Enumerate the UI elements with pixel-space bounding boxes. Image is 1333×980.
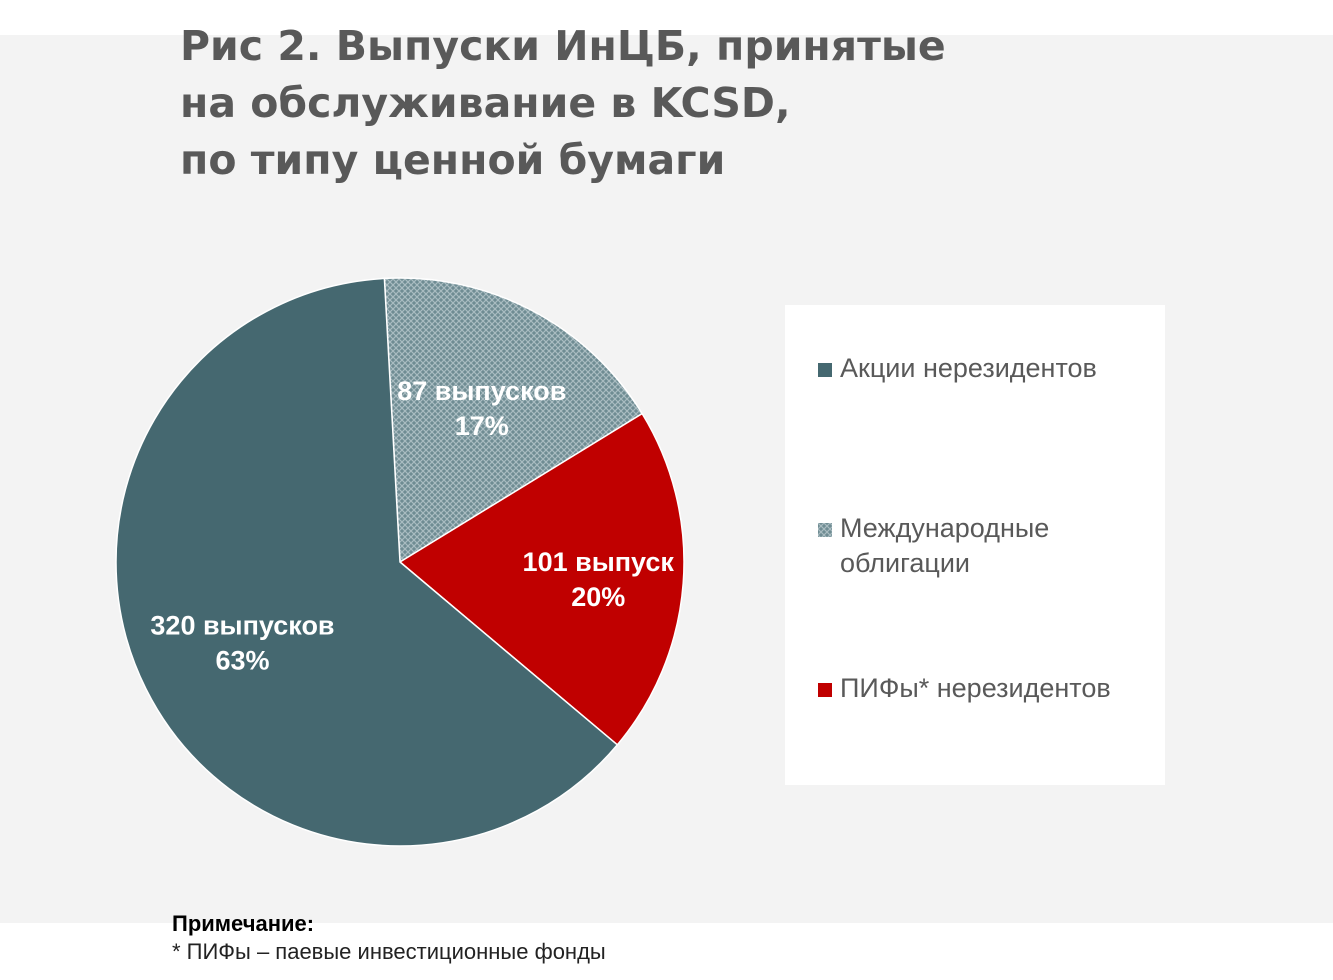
pie-slice-funds [398, 412, 685, 746]
footnote-text: * ПИФы – паевые инвестиционные фонды [172, 939, 606, 964]
chart-title: Рис 2. Выпуски ИнЦБ, принятые на обслужи… [180, 18, 946, 189]
legend-label-bonds: Международные облигации [840, 513, 1050, 578]
pie-slice-bonds [383, 277, 644, 564]
legend: Акции нерезидентов Международные облигац… [785, 305, 1165, 785]
chart-title-line-3: по типу ценной бумаги [180, 136, 726, 184]
chart-title-line-2: на обслуживание в KCSD, [180, 79, 791, 127]
slice-label-bonds: 87 выпусков 17% [397, 376, 566, 441]
legend-swatch-bonds [818, 523, 832, 537]
slice-label-shares: 320 выпусков 63% [150, 611, 334, 676]
chart-title-line-1: Рис 2. Выпуски ИнЦБ, принятые [180, 22, 946, 70]
legend-label-shares: Акции нерезидентов [840, 353, 1097, 383]
legend-item-shares: Акции нерезидентов [818, 351, 1097, 386]
legend-label-funds: ПИФы* нерезидентов [840, 673, 1111, 703]
legend-swatch-funds [818, 683, 832, 697]
slice-label-funds: 101 выпуск 20% [523, 547, 675, 612]
legend-item-bonds: Международные облигации [818, 511, 1049, 581]
legend-item-funds: ПИФы* нерезидентов [818, 671, 1111, 706]
footnote: Примечание: * ПИФы – паевые инвестиционн… [172, 910, 606, 966]
footnote-title: Примечание: [172, 911, 315, 936]
legend-swatch-shares [818, 363, 832, 377]
pie-slice-shares [115, 277, 619, 847]
